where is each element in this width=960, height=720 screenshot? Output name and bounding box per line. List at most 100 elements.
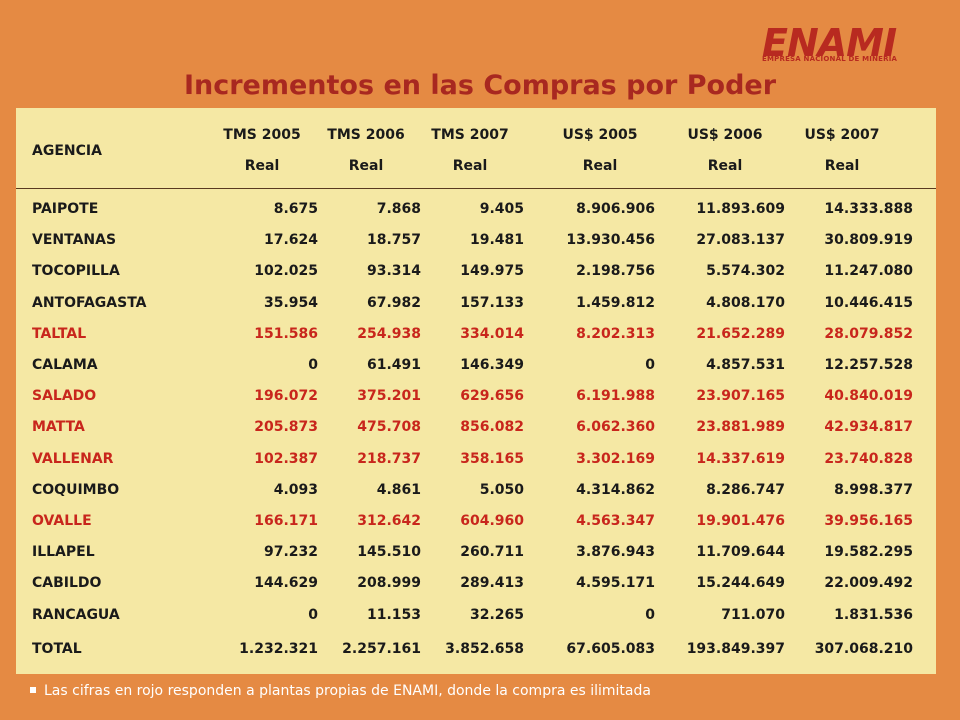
table-cell: 42.934.817 xyxy=(824,419,913,435)
enami-logo-mark: ENAMI xyxy=(762,22,898,65)
table-cell: 102.025 xyxy=(254,263,318,279)
table-cell: 11.247.080 xyxy=(824,263,913,279)
agency-header: AGENCIA xyxy=(32,143,102,159)
table-cell: 8.675 xyxy=(273,201,318,217)
column-header-line2: Real xyxy=(824,158,860,174)
column-header-line1: US$ 2007 xyxy=(804,127,880,143)
table-cell: 40.840.019 xyxy=(824,388,913,404)
table-cell: 711.070 xyxy=(721,607,785,623)
column-header-line1: TMS 2006 xyxy=(327,127,405,143)
table-cell: 35.954 xyxy=(263,295,318,311)
header-divider xyxy=(16,188,936,189)
agency-name: TOCOPILLA xyxy=(32,263,120,279)
column-header-line2: Real xyxy=(582,158,618,174)
table-cell: 218.737 xyxy=(357,451,421,467)
table-cell: 23.907.165 xyxy=(696,388,785,404)
table-cell: 196.072 xyxy=(254,388,318,404)
table-cell: 0 xyxy=(308,607,318,623)
table-cell: 151.586 xyxy=(254,326,318,342)
column-header-line2: Real xyxy=(244,158,280,174)
table-cell: 19.582.295 xyxy=(824,544,913,560)
table-cell: 475.708 xyxy=(357,419,421,435)
table-cell: 3.876.943 xyxy=(576,544,655,560)
table-cell: 14.333.888 xyxy=(824,201,913,217)
table-cell: 375.201 xyxy=(357,388,421,404)
footnote: Las cifras en rojo responden a plantas p… xyxy=(30,682,940,700)
table-cell: 145.510 xyxy=(357,544,421,560)
table-cell: 11.893.609 xyxy=(696,201,785,217)
agency-name: RANCAGUA xyxy=(32,607,120,623)
table-cell: 12.257.528 xyxy=(824,357,913,373)
total-cell: 3.852.658 xyxy=(445,641,524,657)
column-header-line2: Real xyxy=(348,158,384,174)
table-cell: 3.302.169 xyxy=(576,451,655,467)
table-cell: 30.809.919 xyxy=(824,232,913,248)
table-cell: 21.652.289 xyxy=(696,326,785,342)
agency-name: ANTOFAGASTA xyxy=(32,295,147,311)
total-cell: 67.605.083 xyxy=(566,641,655,657)
table-cell: 4.857.531 xyxy=(706,357,785,373)
table-cell: 6.062.360 xyxy=(576,419,655,435)
agency-name: VENTANAS xyxy=(32,232,117,248)
table-cell: 32.265 xyxy=(469,607,524,623)
table-cell: 208.999 xyxy=(357,575,421,591)
table-cell: 312.642 xyxy=(357,513,421,529)
total-label: TOTAL xyxy=(32,641,82,657)
table-cell: 19.481 xyxy=(469,232,524,248)
total-cell: 2.257.161 xyxy=(342,641,421,657)
table-cell: 8.286.747 xyxy=(706,482,785,498)
column-header-line2: Real xyxy=(452,158,488,174)
table-cell: 97.232 xyxy=(263,544,318,560)
table-cell: 604.960 xyxy=(460,513,524,529)
column-header-line1: TMS 2007 xyxy=(431,127,509,143)
table-cell: 1.459.812 xyxy=(576,295,655,311)
table-cell: 5.050 xyxy=(479,482,524,498)
column-header-line2: Real xyxy=(707,158,743,174)
table-cell: 17.624 xyxy=(263,232,318,248)
logo-subtitle: EMPRESA NACIONAL DE MINERIA xyxy=(762,55,898,63)
total-cell: 307.068.210 xyxy=(814,641,913,657)
table-cell: 0 xyxy=(645,357,655,373)
table-cell: 4.808.170 xyxy=(706,295,785,311)
table-cell: 23.740.828 xyxy=(824,451,913,467)
column-header-line1: US$ 2005 xyxy=(562,127,638,143)
bullet-icon xyxy=(30,687,36,693)
table-cell: 61.491 xyxy=(366,357,421,373)
page-title: Incrementos en las Compras por Poder xyxy=(183,70,777,101)
logo-wordmark: ENAMI xyxy=(762,22,897,65)
agency-name: ILLAPEL xyxy=(32,544,95,560)
table-cell: 334.014 xyxy=(460,326,524,342)
table-cell: 856.082 xyxy=(460,419,524,435)
table-cell: 4.861 xyxy=(376,482,421,498)
table-cell: 15.244.649 xyxy=(696,575,785,591)
table-cell: 22.009.492 xyxy=(824,575,913,591)
table-cell: 0 xyxy=(645,607,655,623)
table-cell: 629.656 xyxy=(460,388,524,404)
agency-name: COQUIMBO xyxy=(32,482,120,498)
table-cell: 18.757 xyxy=(366,232,421,248)
table-cell: 19.901.476 xyxy=(696,513,785,529)
table-cell: 8.202.313 xyxy=(576,326,655,342)
agency-name: CABILDO xyxy=(32,575,102,591)
table-cell: 7.868 xyxy=(376,201,421,217)
table-cell: 358.165 xyxy=(460,451,524,467)
table-cell: 13.930.456 xyxy=(566,232,655,248)
table-panel xyxy=(16,108,936,674)
table-cell: 144.629 xyxy=(254,575,318,591)
table-cell: 11.709.644 xyxy=(696,544,785,560)
table-cell: 23.881.989 xyxy=(696,419,785,435)
table-cell: 260.711 xyxy=(460,544,524,560)
table-cell: 93.314 xyxy=(366,263,421,279)
table-cell: 149.975 xyxy=(460,263,524,279)
agency-name: VALLENAR xyxy=(32,451,114,467)
table-cell: 10.446.415 xyxy=(824,295,913,311)
table-cell: 2.198.756 xyxy=(576,263,655,279)
table-cell: 8.998.377 xyxy=(834,482,913,498)
table-cell: 28.079.852 xyxy=(824,326,913,342)
table-cell: 289.413 xyxy=(460,575,524,591)
table-cell: 27.083.137 xyxy=(696,232,785,248)
table-cell: 39.956.165 xyxy=(824,513,913,529)
table-cell: 4.563.347 xyxy=(576,513,655,529)
total-cell: 1.232.321 xyxy=(239,641,318,657)
agency-name: CALAMA xyxy=(32,357,98,373)
